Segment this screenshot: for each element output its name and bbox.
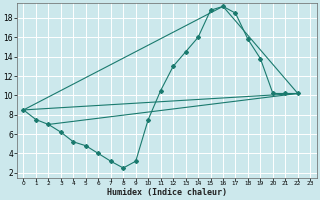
X-axis label: Humidex (Indice chaleur): Humidex (Indice chaleur)	[107, 188, 227, 197]
